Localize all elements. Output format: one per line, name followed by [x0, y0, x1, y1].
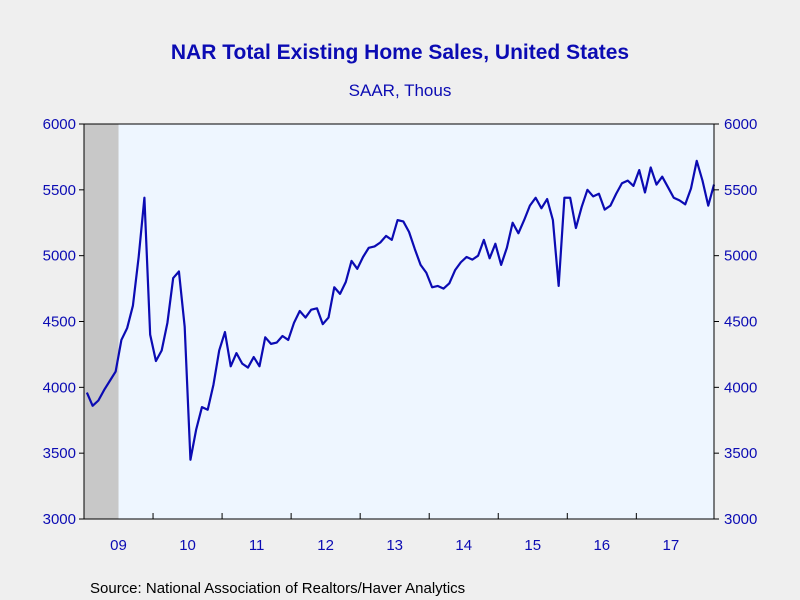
y-tick-label-left: 5500 [43, 182, 76, 199]
x-tick-label: 09 [110, 537, 127, 554]
source-note: Source: National Association of Realtors… [90, 580, 465, 597]
series-line [85, 159, 716, 461]
y-tick-label-left: 4500 [43, 314, 76, 331]
y-tick-label-left: 3500 [43, 445, 76, 462]
x-tick-label: 17 [663, 537, 680, 554]
y-tick-label-right: 5500 [724, 182, 757, 199]
y-tick-label-right: 4000 [724, 379, 757, 396]
x-tick-label: 15 [524, 537, 541, 554]
chart-title: NAR Total Existing Home Sales, United St… [171, 41, 629, 64]
y-tick-label-right: 5000 [724, 248, 757, 265]
x-tick-label: 16 [593, 537, 610, 554]
y-tick-label-left: 4000 [43, 379, 76, 396]
y-tick-label-left: 3000 [43, 511, 76, 528]
y-tick-label-right: 3000 [724, 511, 757, 528]
y-axes: 3000 3000 3500 3500 4000 4000 4500 4500 5000 5000… [43, 116, 758, 528]
plot-area [84, 124, 714, 519]
x-axis: 09 10 11 12 13 14 15 16 17 [110, 513, 679, 554]
y-tick-label-left: 5000 [43, 248, 76, 265]
recession-shading [84, 124, 119, 519]
y-tick-label-right: 6000 [724, 116, 757, 133]
chart-subtitle: SAAR, Thous [349, 81, 452, 100]
x-tick-label: 14 [455, 537, 472, 554]
y-tick-label-left: 6000 [43, 116, 76, 133]
x-tick-label: 11 [249, 537, 265, 554]
x-tick-label: 12 [317, 537, 334, 554]
y-tick-label-right: 3500 [724, 445, 757, 462]
x-tick-label: 13 [386, 537, 403, 554]
y-tick-label-right: 4500 [724, 314, 757, 331]
x-tick-label: 10 [179, 537, 196, 554]
plot-frame [83, 123, 715, 520]
